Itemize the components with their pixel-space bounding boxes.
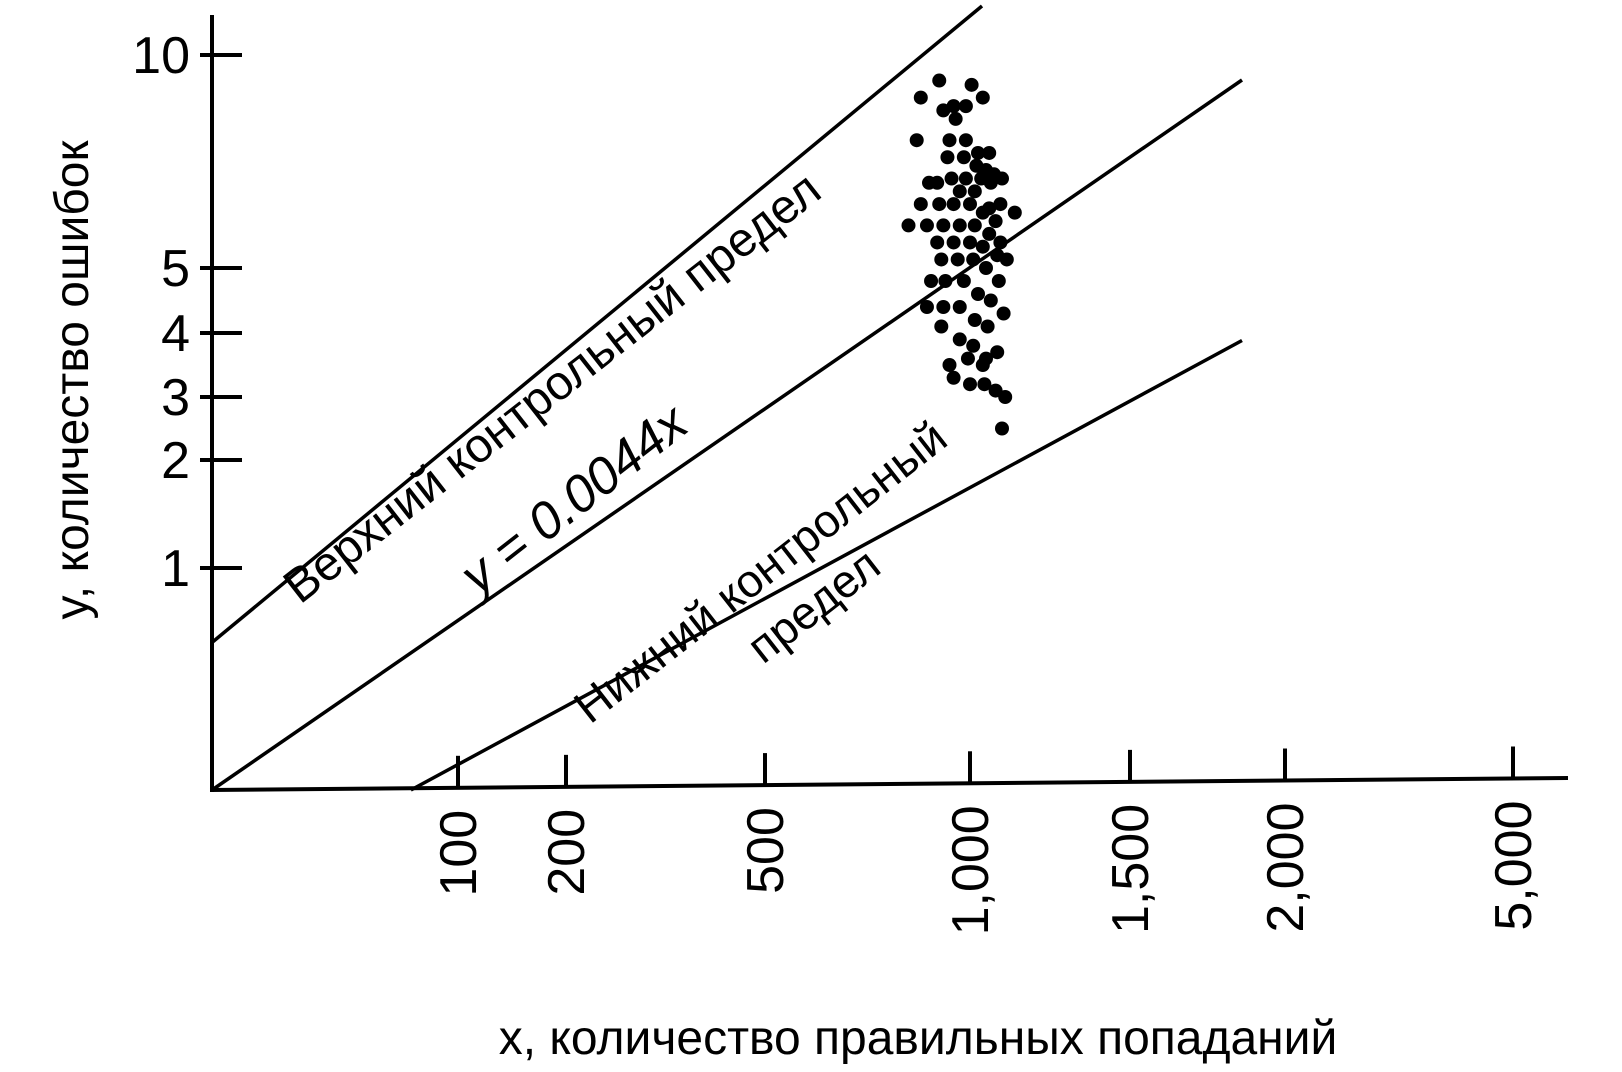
- data-point: [930, 235, 945, 250]
- data-point: [942, 358, 957, 372]
- data-point: [948, 111, 963, 126]
- data-point: [995, 421, 1009, 436]
- y-tick-label: 4: [161, 305, 190, 363]
- control-lines: [210, 4, 1243, 792]
- lower-control-limit-line: [410, 338, 1243, 792]
- data-point: [901, 218, 916, 233]
- x-axis-line: [209, 776, 1569, 792]
- x-tick-label: 200: [538, 809, 596, 896]
- data-points: [901, 73, 1022, 436]
- data-point: [996, 306, 1011, 321]
- data-point: [909, 133, 924, 148]
- data-point: [983, 175, 998, 190]
- data-point: [979, 261, 993, 275]
- data-point: [999, 252, 1014, 267]
- data-point: [988, 214, 1003, 229]
- data-point: [946, 370, 961, 385]
- data-point: [993, 197, 1008, 212]
- data-point: [975, 358, 990, 372]
- data-point: [932, 73, 947, 88]
- y-tick-label: 2: [161, 432, 190, 490]
- data-point: [991, 274, 1006, 288]
- data-point: [975, 90, 990, 105]
- axes: [209, 15, 1569, 792]
- data-point: [958, 99, 973, 114]
- data-point: [975, 239, 990, 254]
- data-point: [934, 319, 949, 334]
- data-point: [960, 351, 975, 366]
- data-point: [966, 338, 981, 353]
- data-point: [919, 218, 934, 233]
- data-point: [938, 274, 953, 288]
- data-point: [967, 313, 982, 327]
- data-point: [958, 171, 973, 186]
- data-point: [971, 287, 985, 301]
- y-tick-label: 1: [161, 540, 190, 598]
- data-point: [936, 103, 951, 118]
- data-point: [983, 293, 998, 308]
- data-point: [952, 300, 967, 314]
- data-point: [944, 171, 959, 186]
- data-point: [913, 197, 928, 212]
- data-point: [924, 274, 939, 288]
- data-point: [963, 377, 977, 392]
- x-tick-label: 500: [737, 807, 795, 894]
- data-point: [982, 226, 997, 241]
- data-point: [1007, 205, 1022, 220]
- y-tick-label: 3: [161, 369, 190, 427]
- x-tick-label: 1,500: [1102, 804, 1160, 934]
- x-axis-label: x, количество правильных попаданий: [499, 1012, 1338, 1065]
- x-tick-label: 2,000: [1257, 803, 1315, 933]
- y-axis-label: y, количество ошибок: [46, 140, 99, 620]
- data-point: [952, 218, 967, 233]
- data-point: [964, 77, 979, 92]
- y-tick-label: 10: [132, 27, 190, 85]
- data-point: [934, 252, 949, 267]
- data-point: [963, 197, 977, 212]
- data-point: [942, 133, 957, 148]
- data-point: [971, 145, 985, 160]
- x-tick-label: 100: [430, 810, 488, 897]
- data-point: [952, 184, 967, 199]
- data-point: [982, 145, 997, 160]
- upper-control-limit-line: [210, 4, 984, 644]
- data-point: [956, 150, 971, 165]
- data-point: [966, 252, 981, 267]
- data-point: [950, 252, 965, 267]
- data-point: [946, 197, 961, 212]
- data-point: [952, 332, 967, 347]
- data-point: [930, 175, 945, 190]
- y-tick-label: 5: [161, 240, 190, 298]
- data-point: [963, 235, 977, 250]
- data-point: [967, 218, 982, 233]
- center-regression-line: [211, 78, 1243, 792]
- data-point: [967, 184, 982, 199]
- data-point: [975, 205, 990, 220]
- data-point: [958, 133, 973, 148]
- data-point: [990, 345, 1005, 360]
- data-point: [998, 390, 1013, 404]
- data-point: [919, 300, 934, 314]
- data-point: [956, 274, 971, 288]
- data-point: [993, 235, 1008, 250]
- data-point: [936, 300, 951, 314]
- x-tick-label: 5,000: [1485, 800, 1543, 930]
- data-point: [936, 218, 951, 233]
- data-point: [940, 150, 955, 165]
- data-point: [977, 377, 992, 392]
- data-point: [932, 197, 947, 212]
- data-point: [995, 171, 1009, 186]
- x-tick-label: 1,000: [942, 805, 1000, 935]
- data-point: [913, 90, 928, 105]
- data-point: [980, 319, 995, 334]
- data-point: [946, 235, 961, 250]
